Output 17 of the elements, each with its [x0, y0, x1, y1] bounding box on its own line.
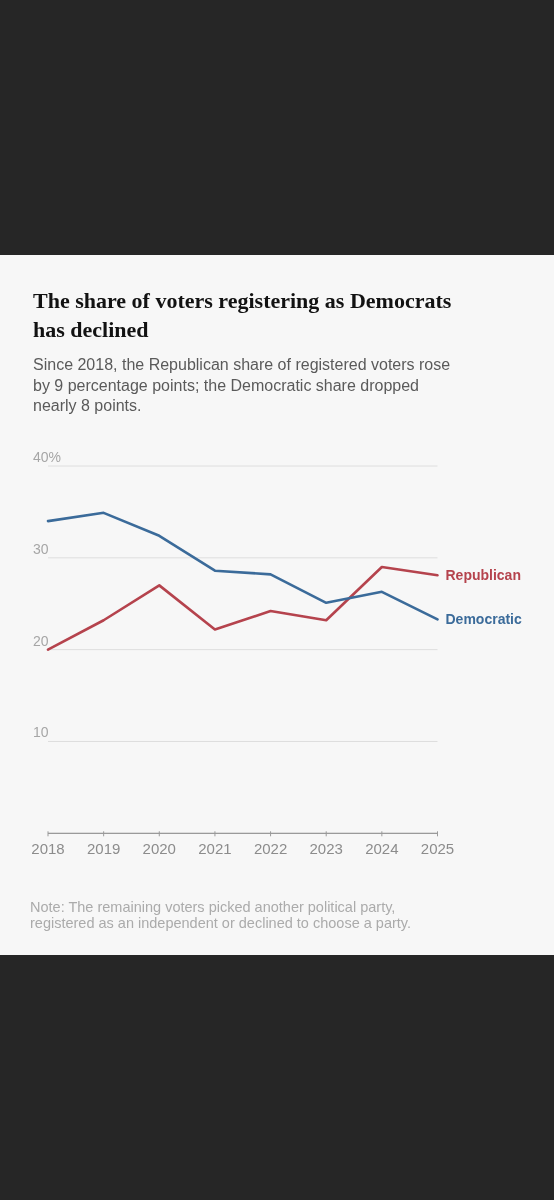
- text: Note: The remaining voters picked another political party, registered as an independent or declined to choose a party.: [30, 898, 412, 931]
- x-tick-label: 2019: [86, 840, 121, 857]
- x-tick-label: 2020: [142, 840, 176, 857]
- x-tick-label: 2023: [309, 840, 343, 857]
- y-tick-label: 10: [33, 724, 49, 741]
- chart-title: The share of voters registering as Democrats has declined: [33, 288, 452, 342]
- y-tick-label: 30: [33, 540, 49, 557]
- x-tick-label: 2018: [31, 840, 65, 857]
- x-tick-label: 2021: [198, 840, 232, 857]
- series-label: Republican: [445, 566, 521, 583]
- x-tick-label: 2025: [420, 840, 455, 857]
- y-tick-label: 20: [33, 632, 49, 649]
- x-tick-label: 2024: [365, 840, 399, 857]
- chart-subtitle: Since 2018, the Republican share of registered voters rose by 9 percentage points; the Democratic share dropped nearly 8 points.: [33, 356, 451, 414]
- y-tick-label: 40%: [33, 449, 62, 465]
- x-tick-label: 2022: [253, 840, 288, 857]
- series-label: Democratic: [445, 610, 522, 627]
